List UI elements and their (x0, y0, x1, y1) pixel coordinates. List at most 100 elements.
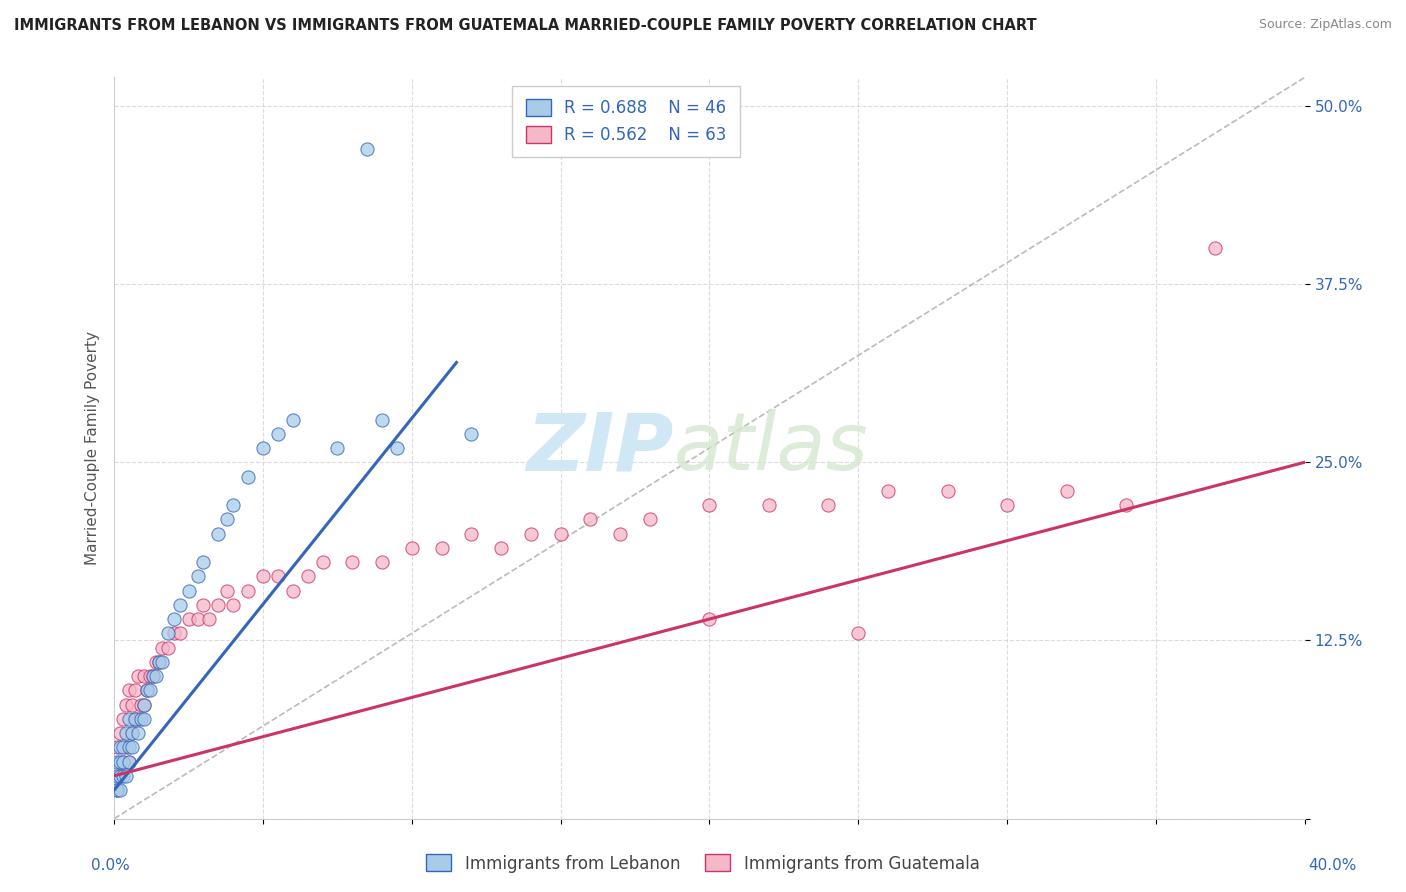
Point (118, 740, 141, 755)
Point (163, 612, 186, 626)
Point (112, 740, 135, 755)
Point (1204, 242, 1226, 256)
Point (150, 640, 173, 655)
Point (115, 769, 138, 783)
Point (148, 655, 170, 669)
Point (1056, 483, 1078, 498)
Point (169, 626, 191, 640)
Point (342, 555, 364, 569)
Point (430, 541, 453, 555)
Point (520, 526, 543, 541)
Point (127, 669, 149, 683)
Point (132, 698, 155, 712)
Point (236, 583, 259, 598)
Point (936, 483, 959, 498)
Point (118, 755, 141, 769)
Text: ZIP: ZIP (526, 409, 673, 487)
Text: atlas: atlas (673, 409, 869, 487)
Point (267, 426, 290, 441)
Point (489, 541, 512, 555)
Point (460, 426, 482, 441)
Text: IMMIGRANTS FROM LEBANON VS IMMIGRANTS FROM GUATEMALA MARRIED-COUPLE FAMILY POVER: IMMIGRANTS FROM LEBANON VS IMMIGRANTS FR… (14, 18, 1036, 33)
Point (207, 526, 229, 541)
Point (145, 669, 167, 683)
Point (193, 598, 215, 612)
Point (145, 655, 167, 669)
Point (371, 555, 394, 569)
Point (326, 441, 349, 455)
Point (222, 598, 245, 612)
Point (609, 526, 631, 541)
Point (217, 583, 239, 598)
Point (142, 669, 165, 683)
Point (1115, 498, 1137, 512)
Point (121, 698, 143, 712)
Point (252, 441, 274, 455)
Point (207, 598, 229, 612)
Point (846, 626, 869, 640)
Y-axis label: Married-Couple Family Poverty: Married-Couple Family Poverty (86, 331, 100, 565)
Point (112, 755, 135, 769)
Point (112, 712, 135, 726)
Point (115, 726, 138, 740)
Point (177, 583, 200, 598)
Legend: R = 0.688    N = 46, R = 0.562    N = 63: R = 0.688 N = 46, R = 0.562 N = 63 (512, 86, 740, 157)
Point (112, 755, 135, 769)
Text: 40.0%: 40.0% (1309, 858, 1357, 872)
Point (108, 740, 131, 755)
Point (281, 412, 304, 426)
Point (105, 769, 128, 783)
Point (108, 769, 131, 783)
Point (236, 469, 259, 483)
Point (877, 483, 900, 498)
Legend: Immigrants from Lebanon, Immigrants from Guatemala: Immigrants from Lebanon, Immigrants from… (420, 847, 986, 880)
Point (699, 612, 721, 626)
Point (105, 783, 128, 797)
Point (156, 626, 179, 640)
Point (163, 626, 186, 640)
Point (124, 683, 146, 698)
Point (121, 740, 143, 755)
Point (132, 698, 155, 712)
Point (297, 569, 319, 583)
Point (105, 755, 128, 769)
Point (995, 498, 1018, 512)
Point (108, 726, 131, 740)
Point (177, 612, 200, 626)
Point (311, 555, 333, 569)
Point (132, 712, 155, 726)
Text: 0.0%: 0.0% (91, 858, 131, 872)
Point (139, 683, 162, 698)
Point (460, 526, 482, 541)
Point (127, 712, 149, 726)
Point (108, 755, 131, 769)
Point (127, 726, 149, 740)
Point (198, 612, 221, 626)
Point (112, 769, 135, 783)
Point (156, 640, 179, 655)
Point (148, 655, 170, 669)
Point (193, 555, 215, 569)
Point (132, 669, 155, 683)
Point (139, 669, 162, 683)
Point (758, 498, 780, 512)
Point (121, 726, 143, 740)
Point (142, 669, 165, 683)
Point (385, 441, 408, 455)
Point (638, 512, 661, 526)
Point (186, 612, 208, 626)
Point (371, 412, 394, 426)
Point (118, 712, 141, 726)
Point (222, 498, 245, 512)
Text: Source: ZipAtlas.com: Source: ZipAtlas.com (1258, 18, 1392, 31)
Point (124, 712, 146, 726)
Point (356, 142, 378, 156)
Point (217, 512, 239, 526)
Point (550, 526, 572, 541)
Point (401, 541, 423, 555)
Point (105, 740, 128, 755)
Point (135, 683, 157, 698)
Point (267, 569, 290, 583)
Point (129, 698, 152, 712)
Point (118, 755, 141, 769)
